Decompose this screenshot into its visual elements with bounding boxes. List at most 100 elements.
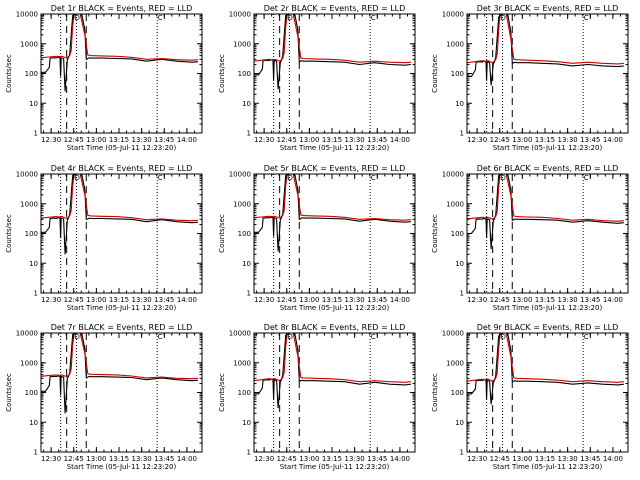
lld-series-line [41, 174, 198, 222]
events-series-line [467, 333, 624, 405]
plot-frame [466, 332, 629, 453]
y-axis-label: Counts/sec [431, 214, 439, 253]
panel-title: Det 2r BLACK = Events, RED = LLD [264, 4, 406, 13]
x-axis-label: Start Time (05-Jul-11 12:23:20) [280, 144, 390, 152]
y-tick-label: 1 [34, 290, 38, 298]
x-tick-label: 12:30 [41, 296, 61, 304]
x-tick-label: 14:00 [390, 136, 410, 144]
attenuator-marker-D: D [75, 174, 80, 182]
x-tick-label: 13:30 [345, 455, 365, 463]
x-tick-label: 12:30 [41, 136, 61, 144]
x-tick-label: 13:15 [109, 136, 129, 144]
events-series-line [254, 14, 411, 90]
panel-title: Det 5r BLACK = Events, RED = LLD [264, 164, 406, 173]
attenuator-marker-C: C [371, 14, 376, 22]
attenuator-marker-D: D [288, 174, 293, 182]
x-tick-label: 12:45 [64, 136, 84, 144]
x-tick-label: 13:00 [299, 136, 319, 144]
attenuator-marker-D: D [501, 174, 506, 182]
x-tick-label: 12:30 [467, 296, 487, 304]
x-tick-label: 13:15 [322, 455, 342, 463]
x-tick-label: 12:45 [490, 296, 510, 304]
lld-series-line [41, 333, 198, 380]
x-tick-label: 13:30 [558, 136, 578, 144]
x-axis-label: Start Time (05-Jul-11 12:23:20) [67, 463, 177, 471]
x-tick-label: 13:45 [580, 136, 600, 144]
x-axis-label: Start Time (05-Jul-11 12:23:20) [67, 304, 177, 312]
y-tick-label: 1000 [233, 40, 251, 48]
lld-series-line [467, 333, 624, 383]
panel-8: Det 8r BLACK = Events, RED = LLD 1 10 100 10… [218, 323, 416, 471]
y-tick-label: 100 [238, 70, 251, 78]
x-tick-label: 13:00 [512, 455, 532, 463]
panel-title: Det 7r BLACK = Events, RED = LLD [51, 323, 193, 332]
x-tick-label: 12:45 [490, 136, 510, 144]
y-tick-label: 1000 [446, 40, 464, 48]
y-tick-label: 1000 [233, 200, 251, 208]
x-tick-label: 13:30 [558, 296, 578, 304]
x-tick-label: 13:45 [367, 296, 387, 304]
x-tick-label: 12:45 [277, 136, 297, 144]
x-tick-label: 13:00 [299, 455, 319, 463]
x-axis-label: Start Time (05-Jul-11 12:23:20) [493, 144, 603, 152]
attenuator-marker-C: C [584, 14, 589, 22]
y-tick-label: 100 [451, 230, 464, 238]
y-tick-label: 1000 [20, 40, 38, 48]
x-tick-label: 14:00 [177, 136, 197, 144]
y-tick-label: 10 [242, 100, 251, 108]
panel-title: Det 4r BLACK = Events, RED = LLD [51, 164, 193, 173]
panel-6: Det 6r BLACK = Events, RED = LLD 1 10 100 10… [431, 164, 629, 312]
x-tick-label: 13:00 [86, 296, 106, 304]
x-tick-label: 12:30 [254, 455, 274, 463]
x-axis-label: Start Time (05-Jul-11 12:23:20) [280, 304, 390, 312]
y-tick-label: 100 [451, 70, 464, 78]
x-tick-label: 12:30 [254, 296, 274, 304]
attenuator-marker-D: D [288, 333, 293, 341]
y-tick-label: 1000 [233, 359, 251, 367]
x-tick-label: 13:30 [558, 455, 578, 463]
x-tick-label: 13:45 [580, 296, 600, 304]
y-tick-label: 10000 [442, 11, 464, 19]
x-tick-label: 12:30 [467, 136, 487, 144]
panel-title: Det 9r BLACK = Events, RED = LLD [477, 323, 619, 332]
y-axis-label: Counts/sec [431, 54, 439, 93]
x-axis-label: Start Time (05-Jul-11 12:23:20) [67, 144, 177, 152]
attenuator-marker-C: C [371, 333, 376, 341]
panel-5: Det 5r BLACK = Events, RED = LLD 1 10 100 10… [218, 164, 416, 312]
y-tick-label: 10000 [229, 171, 251, 179]
x-axis-label: Start Time (05-Jul-11 12:23:20) [493, 463, 603, 471]
panel-9: Det 9r BLACK = Events, RED = LLD 1 10 100 10… [431, 323, 629, 471]
x-tick-label: 13:00 [86, 455, 106, 463]
y-tick-label: 1 [247, 130, 251, 138]
events-series-line [254, 174, 411, 252]
plot-frame [40, 332, 203, 453]
x-tick-label: 13:15 [322, 136, 342, 144]
x-tick-label: 13:00 [512, 296, 532, 304]
x-tick-label: 13:00 [512, 136, 532, 144]
events-series-line [41, 174, 198, 255]
x-tick-label: 14:00 [603, 296, 623, 304]
y-tick-label: 10000 [16, 330, 38, 338]
attenuator-marker-D: D [501, 14, 506, 22]
y-tick-label: 1000 [20, 200, 38, 208]
x-tick-label: 12:30 [41, 455, 61, 463]
x-tick-label: 13:45 [367, 136, 387, 144]
lld-series-line [254, 14, 411, 64]
events-series-line [254, 333, 411, 409]
x-tick-label: 13:30 [132, 455, 152, 463]
y-tick-label: 10 [29, 100, 38, 108]
x-tick-label: 13:30 [345, 296, 365, 304]
y-tick-label: 10 [455, 260, 464, 268]
events-series-line [41, 14, 198, 92]
y-tick-label: 10000 [229, 330, 251, 338]
y-axis-label: Counts/sec [218, 214, 226, 253]
x-tick-label: 12:45 [64, 296, 84, 304]
panel-4: Det 4r BLACK = Events, RED = LLD 1 10 100 10… [5, 164, 203, 312]
x-tick-label: 13:15 [535, 455, 555, 463]
y-tick-label: 10000 [16, 171, 38, 179]
x-tick-label: 13:45 [154, 136, 174, 144]
y-tick-label: 10 [242, 260, 251, 268]
x-tick-label: 13:45 [154, 455, 174, 463]
y-axis-label: Counts/sec [5, 373, 13, 412]
